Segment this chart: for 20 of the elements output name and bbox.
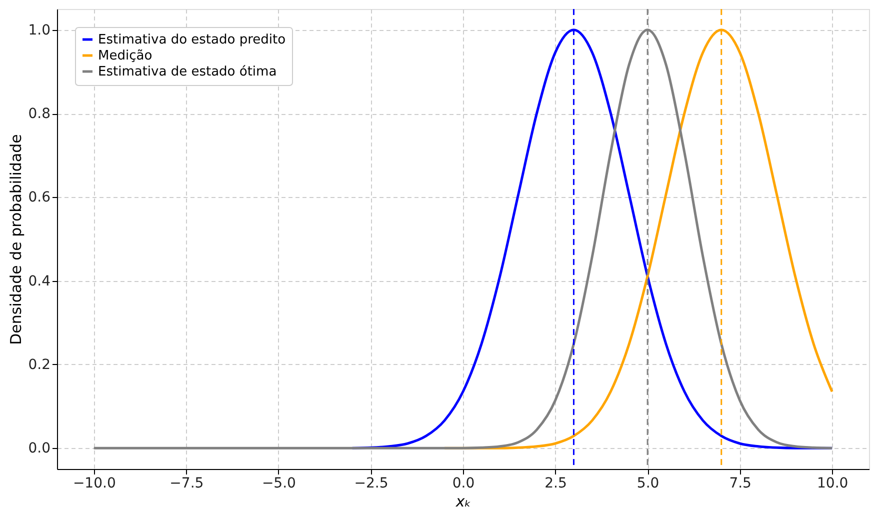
legend-label: Estimativa do estado predito [98,32,286,48]
y-axis-title: Densidade de probabilidade [7,134,26,345]
x-tick-label: 7.5 [729,476,752,492]
y-tick-label: 1.0 [28,22,50,38]
legend-label: Medição [98,48,152,64]
y-tick-label: 0.4 [28,273,51,290]
x-tick-label: −7.5 [170,476,204,492]
x-tick-label: 2.5 [544,476,567,492]
x-axis-title: xₖ [454,492,472,510]
x-tick-label: 0.0 [452,476,475,492]
y-tick-label: 0.2 [28,356,50,373]
y-tick-label: 0.8 [28,106,50,122]
x-tick-label: −5.0 [262,476,296,492]
x-tick-label: 10.0 [817,476,848,492]
x-tick-label: −2.5 [354,476,388,492]
y-tick-label: 0.6 [28,190,51,206]
y-tick-label: 0.0 [28,440,50,457]
x-tick-label: 5.0 [636,476,660,492]
legend-label: Estimativa de estado ótima [98,64,277,80]
x-tick-label: −10.0 [72,476,116,492]
